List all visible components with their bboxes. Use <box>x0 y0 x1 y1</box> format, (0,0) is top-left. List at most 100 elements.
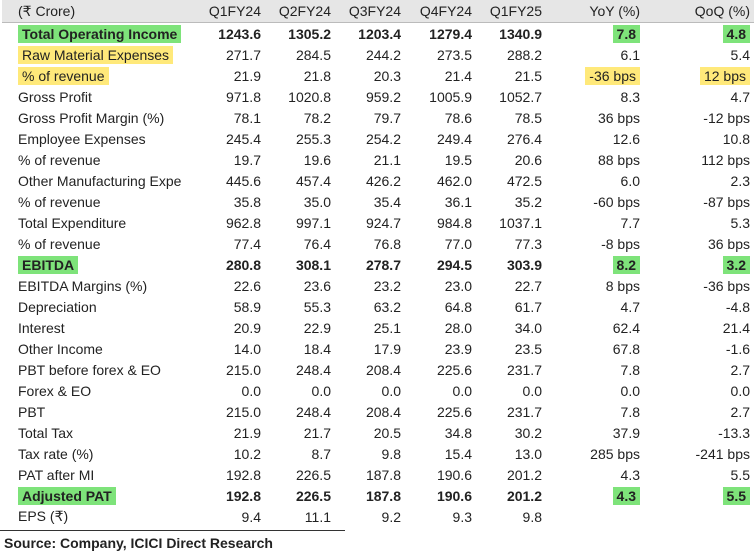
cell: 23.2 <box>373 277 401 294</box>
table-row: EBITDA Margins (%) 22.6 23.6 23.2 23.0 22.7 8 … <box>2 275 754 296</box>
cell: 77.0 <box>444 235 472 252</box>
cell: 1037.1 <box>499 214 542 231</box>
cell: 1052.7 <box>499 88 542 105</box>
row-label: Total Expenditure <box>18 214 127 231</box>
row-label: Gross Profit Margin (%) <box>18 109 165 126</box>
cell: 215.0 <box>225 361 261 378</box>
cell: 8 bps <box>605 277 640 294</box>
cell: 472.5 <box>506 172 542 189</box>
table-row: Gross Profit 971.8 1020.8 959.2 1005.9 1052.7… <box>2 86 754 107</box>
cell: 62.4 <box>612 319 640 336</box>
cell: 7.8 <box>546 23 644 45</box>
cell: 190.6 <box>436 466 472 483</box>
cell: 1020.8 <box>288 88 331 105</box>
cell: 1340.9 <box>499 25 542 42</box>
cell: 21.5 <box>514 67 542 84</box>
cell: 0.0 <box>522 382 542 399</box>
cell: 231.7 <box>506 361 542 378</box>
table-row: PBT 215.0 248.4 208.4 225.6 231.7 7.8 2.7 <box>2 401 754 422</box>
header-cell: Q3FY24 <box>335 0 405 23</box>
highlight: Adjusted PAT <box>18 486 116 505</box>
cell: 255.3 <box>295 130 331 147</box>
cell: 67.8 <box>612 340 640 357</box>
cell: 10.2 <box>233 445 261 462</box>
cell: 4.3 <box>620 466 640 483</box>
cell: 3.2 <box>644 254 754 275</box>
cell: 78.5 <box>514 109 542 126</box>
cell <box>644 506 754 527</box>
cell: 8.7 <box>311 445 331 462</box>
rule <box>0 530 345 531</box>
cell: 278.7 <box>365 256 401 273</box>
cell: 9.8 <box>522 508 542 525</box>
cell: 21.1 <box>373 151 401 168</box>
cell: 959.2 <box>365 88 401 105</box>
cell: 37.9 <box>612 424 640 441</box>
cell: 11.1 <box>304 508 331 525</box>
table-row: Total Tax 21.9 21.7 20.5 34.8 30.2 37.9 -13.3 <box>2 422 754 443</box>
cell: 9.3 <box>452 508 472 525</box>
row-label: Interest <box>18 319 65 336</box>
row-label: EPS (₹) <box>18 508 69 524</box>
header-cell: Q1FY25 <box>476 0 546 23</box>
table-row: % of revenue 21.9 21.8 20.3 21.4 21.5 -36 bps 1… <box>2 65 754 86</box>
cell: 28.0 <box>444 319 472 336</box>
cell: 457.4 <box>295 172 331 189</box>
header-cell: (₹ Crore) <box>2 0 200 23</box>
cell: 23.9 <box>444 340 472 357</box>
row-label: Employee Expenses <box>18 130 146 147</box>
cell: 9.2 <box>381 508 401 525</box>
cell: 34.8 <box>444 424 472 441</box>
cell: 6.0 <box>620 172 640 189</box>
table-row: EPS (₹) 9.4 11.1 9.2 9.3 9.8 <box>2 506 754 527</box>
cell: 426.2 <box>365 172 401 189</box>
cell: 8.3 <box>620 88 640 105</box>
cell: 231.7 <box>506 403 542 420</box>
row-label: Total Tax <box>18 424 73 441</box>
cell: 19.6 <box>303 151 331 168</box>
cell: 76.4 <box>303 235 331 252</box>
cell: -36 bps <box>546 65 644 86</box>
row-label: PBT before forex & EO <box>18 361 161 378</box>
cell: 187.8 <box>365 487 401 504</box>
row-label: Gross Profit <box>18 88 92 105</box>
cell: 201.2 <box>506 487 542 504</box>
cell: 303.9 <box>506 256 542 273</box>
table-row: Total Operating Income 1243.6 1305.2 1203.4… <box>2 23 754 45</box>
cell: 997.1 <box>295 214 331 231</box>
cell: 20.6 <box>514 151 542 168</box>
cell: 7.8 <box>620 361 640 378</box>
header-cell: Q1FY24 <box>200 0 265 23</box>
cell: 12.6 <box>612 130 640 147</box>
cell: 34.0 <box>514 319 542 336</box>
cell: 23.0 <box>444 277 472 294</box>
row-label: PAT after MI <box>18 466 95 483</box>
header-cell: Q2FY24 <box>265 0 335 23</box>
cell: -8 bps <box>601 235 640 252</box>
table-row: PBT before forex & EO 215.0 248.4 208.4 225.… <box>2 359 754 380</box>
cell: 58.9 <box>233 298 261 315</box>
cell: 18.4 <box>303 340 331 357</box>
table-row: Other Manufacturing Expe 445.6 457.4 426.2 4… <box>2 170 754 191</box>
highlight: Total Operating Income <box>18 24 182 43</box>
cell: 285 bps <box>590 445 640 462</box>
cell: 21.4 <box>444 67 472 84</box>
cell: 201.2 <box>506 466 542 483</box>
cell: -60 bps <box>593 193 640 210</box>
cell: 17.9 <box>373 340 401 357</box>
cell: 4.8 <box>644 23 754 45</box>
source-note: Source: Company, ICICI Direct Research <box>4 535 273 551</box>
cell: 1279.4 <box>429 25 472 42</box>
header-cell: QoQ (%) <box>644 0 754 23</box>
highlight: 3.2 <box>722 255 750 274</box>
cell: 63.2 <box>373 298 401 315</box>
cell: 22.7 <box>514 277 542 294</box>
cell: 208.4 <box>365 403 401 420</box>
cell: 971.8 <box>225 88 261 105</box>
row-label: EBITDA <box>2 254 200 275</box>
cell: 35.2 <box>514 193 542 210</box>
table-row: Tax rate (%) 10.2 8.7 9.8 15.4 13.0 285 bps -24… <box>2 443 754 464</box>
cell: 984.8 <box>436 214 472 231</box>
cell: -4.8 <box>725 298 750 315</box>
row-label: Raw Material Expenses <box>2 44 200 65</box>
